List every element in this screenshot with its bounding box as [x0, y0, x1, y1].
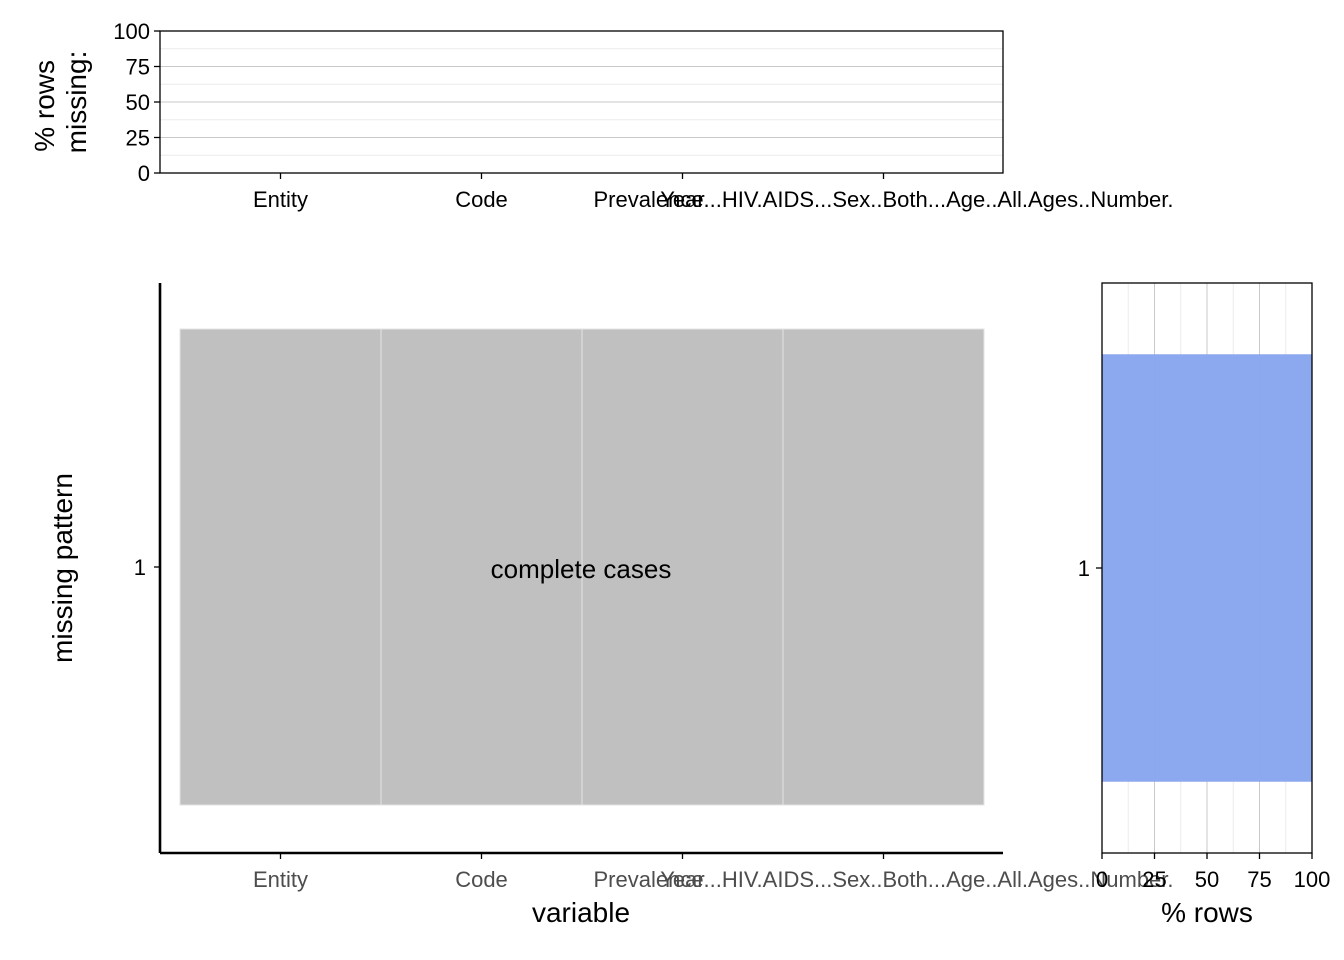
top-panel: 0 25 50 75 100 Entity Code YearPrevalence...HI…: [29, 19, 1174, 212]
right-x-axis-title: % rows: [1161, 897, 1253, 928]
top-x-ticks: Entity Code YearPrevalence...HIV.AIDS...Se…: [253, 173, 1174, 212]
right-x-ticks: 0 25 50 75 100: [1096, 853, 1330, 892]
right-bar-1: [1102, 354, 1312, 782]
complete-cases-annotation: complete cases: [491, 554, 672, 584]
top-y-tick-label: 25: [126, 126, 150, 151]
main-x-tick-label: Prevalence...HIV.AIDS...Sex..Both...Age.…: [593, 867, 1173, 892]
right-x-tick-label: 75: [1247, 867, 1271, 892]
top-y-tick-label: 75: [126, 55, 150, 80]
right-y-tick-label: 1: [1078, 556, 1090, 581]
top-y-tick-label: 100: [113, 19, 150, 44]
main-cell-1-2: [380, 328, 583, 806]
main-y-axis-title: missing pattern: [47, 473, 78, 663]
right-panel: 1 0 25 50 75 100 % rows: [1078, 282, 1330, 928]
right-y-ticks: 1: [1078, 556, 1102, 581]
main-x-tick-label: Year: [660, 867, 704, 892]
main-y-ticks: 1: [134, 555, 160, 580]
right-bars: [1102, 354, 1312, 782]
top-y-tick-label: 0: [138, 161, 150, 186]
main-x-axis-title: variable: [532, 897, 630, 928]
main-cell-1-1: [179, 328, 382, 806]
top-y-axis-title-line-1: % rows: [29, 60, 60, 152]
main-x-ticks: Entity Code YearPrevalence...HIV.AIDS...Se…: [253, 853, 1174, 892]
top-y-axis-title-line-2: missing:: [61, 51, 92, 154]
top-x-tick-label: Year: [660, 187, 704, 212]
top-x-tick-label: Code: [455, 187, 508, 212]
right-x-tick-label: 100: [1294, 867, 1331, 892]
main-x-tick-label: Entity: [253, 867, 308, 892]
right-x-tick-label: 25: [1142, 867, 1166, 892]
top-y-ticks: 0 25 50 75 100: [113, 19, 160, 186]
main-cell-1-4: [782, 328, 985, 806]
main-y-tick-label: 1: [134, 555, 146, 580]
top-y-axis-title: % rows missing:: [29, 51, 92, 154]
main-cell-1-3: [581, 328, 784, 806]
right-x-tick-label: 0: [1096, 867, 1108, 892]
top-y-tick-label: 50: [126, 90, 150, 115]
main-cells: [179, 328, 985, 806]
top-x-tick-label: Prevalence...HIV.AIDS...Sex..Both...Age.…: [593, 187, 1173, 212]
main-panel: 1 Entity Code YearPrevalence...HIV.AIDS...…: [47, 283, 1174, 928]
right-x-tick-label: 50: [1195, 867, 1219, 892]
top-x-tick-label: Entity: [253, 187, 308, 212]
main-x-tick-label: Code: [455, 867, 508, 892]
